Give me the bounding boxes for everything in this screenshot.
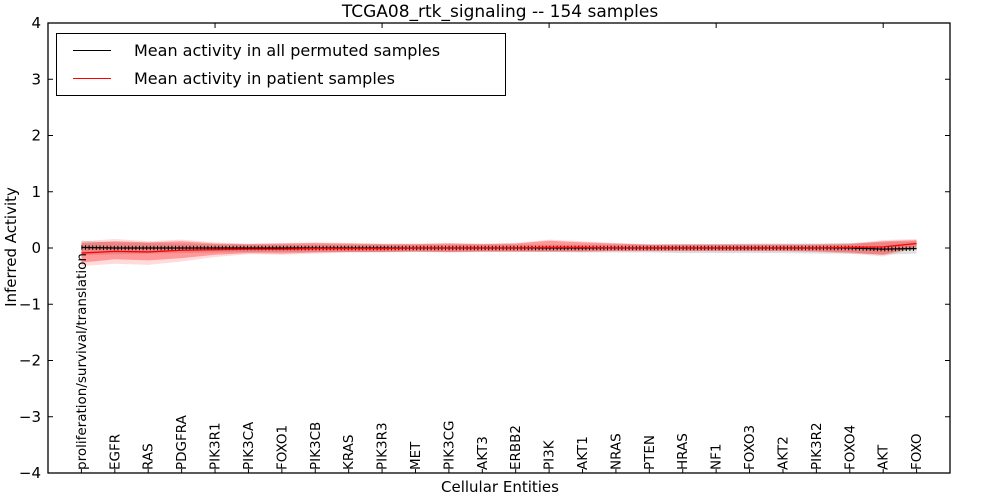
x-tick-label: PIK3R2 [809,422,825,470]
x-tick-label: PIK3R3 [375,422,391,470]
x-tick-label: AKT [876,444,892,470]
legend-entry-permuted: Mean activity in all permuted samples [57,40,505,62]
series-line-1 [81,242,917,254]
x-tick-label: EGFR [107,434,123,470]
y-tick-label: 3 [31,70,41,88]
x-tick-label: PIK3CG [441,421,457,470]
x-tick-label: PIK3CB [308,422,324,470]
x-tick-label: PDGFRA [174,414,190,470]
y-tick-label: 1 [31,183,41,201]
y-tick-label: 2 [31,127,41,145]
y-tick-label: 0 [31,239,41,257]
y-tick-label: −2 [19,352,41,370]
x-tick-label: FOXO [909,433,925,470]
x-tick-label: PIK3R1 [208,422,224,470]
x-axis-label: Cellular Entities [441,478,559,496]
x-tick-label: NF1 [709,444,725,470]
y-tick-label: −4 [19,464,41,482]
x-tick-label: AKT1 [575,436,591,470]
x-tick-label: HRAS [675,433,691,470]
legend-label-permuted: Mean activity in all permuted samples [134,41,441,60]
x-tick-label: KRAS [341,435,357,471]
x-tick-label: PI3K [542,439,558,470]
legend: Mean activity in all permuted samples Me… [56,33,506,96]
x-tick-label: MET [408,441,424,470]
x-tick-label: FOXO4 [842,425,858,470]
y-tick-label: 4 [31,14,41,32]
x-tick-label: RAS [141,443,157,470]
x-tick-label: PTEN [642,435,658,470]
permuted-line-sample [73,50,111,51]
x-tick-label: proliferation/survival/translation [74,253,90,470]
x-tick-label: FOXO1 [274,425,290,470]
x-tick-label: AKT2 [775,436,791,470]
x-tick-label: FOXO3 [742,425,758,470]
x-tick-label: PIK3CA [241,421,257,470]
x-tick-label: AKT3 [475,436,491,470]
y-tick-label: −3 [19,408,41,426]
chart-title: TCGA08_rtk_signaling -- 154 samples [341,2,659,22]
legend-entry-patient: Mean activity in patient samples [57,68,505,90]
legend-label-patient: Mean activity in patient samples [134,69,395,88]
x-tick-label: ERBB2 [508,425,524,470]
patient-line-sample [73,78,111,79]
x-tick-label: NRAS [608,433,624,470]
y-tick-label: −1 [19,295,41,313]
y-axis-label: Inferred Activity [2,187,20,307]
